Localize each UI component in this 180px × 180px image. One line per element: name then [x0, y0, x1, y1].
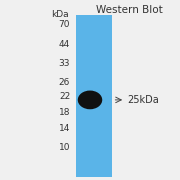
Text: 18: 18 [59, 108, 70, 117]
Text: 26: 26 [59, 78, 70, 87]
Text: Western Blot: Western Blot [96, 5, 163, 15]
Text: 33: 33 [59, 59, 70, 68]
Bar [76, 15, 112, 177]
Text: 25kDa: 25kDa [127, 95, 159, 105]
Text: 14: 14 [59, 124, 70, 133]
Text: 70: 70 [59, 20, 70, 29]
Text: 44: 44 [59, 40, 70, 49]
Text: kDa: kDa [51, 10, 68, 19]
Text: 10: 10 [59, 143, 70, 152]
Ellipse shape [78, 91, 102, 109]
Text: 22: 22 [59, 92, 70, 101]
